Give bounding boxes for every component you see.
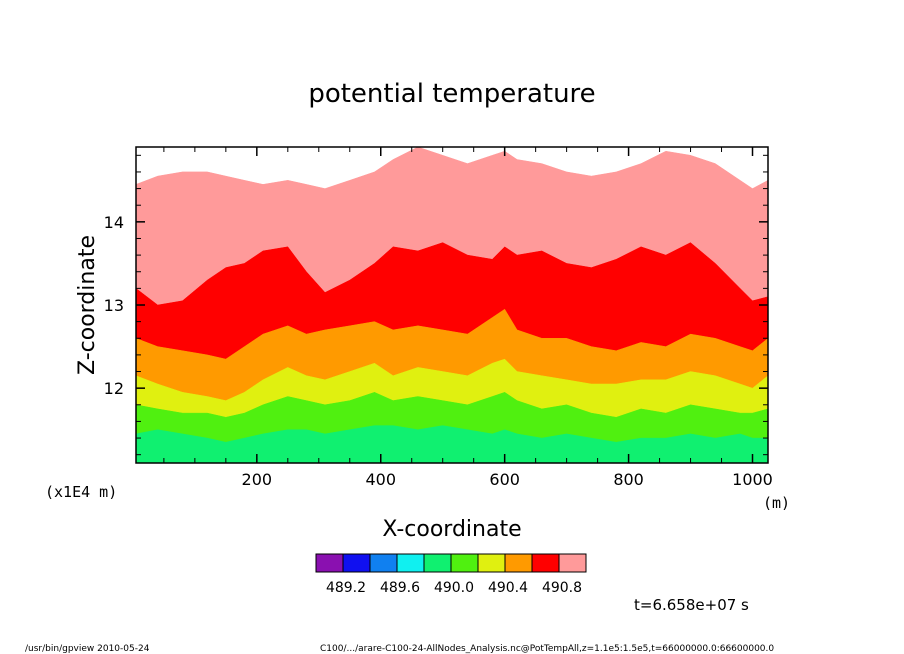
plot-area: 200 400 600 800 1000 12 13 14 [104,146,773,489]
colorbar-swatch-0 [315,553,344,573]
colorbar-label: 489.2 [326,580,366,596]
colorbar-label: 490.0 [434,580,474,596]
time-annotation: t=6.658e+07 s [634,596,749,614]
y-axis-label: Z-coordinate [75,235,100,375]
colorbar-swatch-5 [450,553,479,573]
colorbar-swatch-3 [396,553,425,573]
colorbar-swatch-8 [531,553,560,573]
colorbar-swatch-2 [369,553,398,573]
x-tick-label: 400 [365,470,396,489]
x-tick-label: 600 [489,470,520,489]
y-tick-label: 13 [104,296,124,315]
colorbar-swatch-6 [477,553,506,573]
colorbar-swatch-4 [423,553,452,573]
x-axis-label: X-coordinate [382,517,521,542]
x-tick-label: 800 [613,470,644,489]
x-tick-label: 1000 [732,470,773,489]
colorbar-swatch-9 [558,553,587,573]
y-axis-unit: (x1E4 m) [45,483,117,501]
y-tick-label: 12 [104,379,124,398]
colorbar: 489.2 489.6 490.0 490.4 490.8 [315,553,587,596]
footer-left: /usr/bin/gpview 2010-05-24 [25,644,150,654]
colorbar-label: 490.8 [542,580,582,596]
colorbar-label: 489.6 [380,580,420,596]
x-tick-label: 200 [242,470,273,489]
contour-band-5 [136,425,768,463]
x-axis-unit: (m) [763,494,790,512]
colorbar-swatch-7 [504,553,533,573]
colorbar-swatch-1 [342,553,371,573]
colorbar-label: 490.4 [488,580,528,596]
footer-right: C100/.../arare-C100-24-AllNodes_Analysis… [320,644,774,654]
y-tick-label: 14 [104,213,124,232]
chart-title: potential temperature [308,79,595,109]
